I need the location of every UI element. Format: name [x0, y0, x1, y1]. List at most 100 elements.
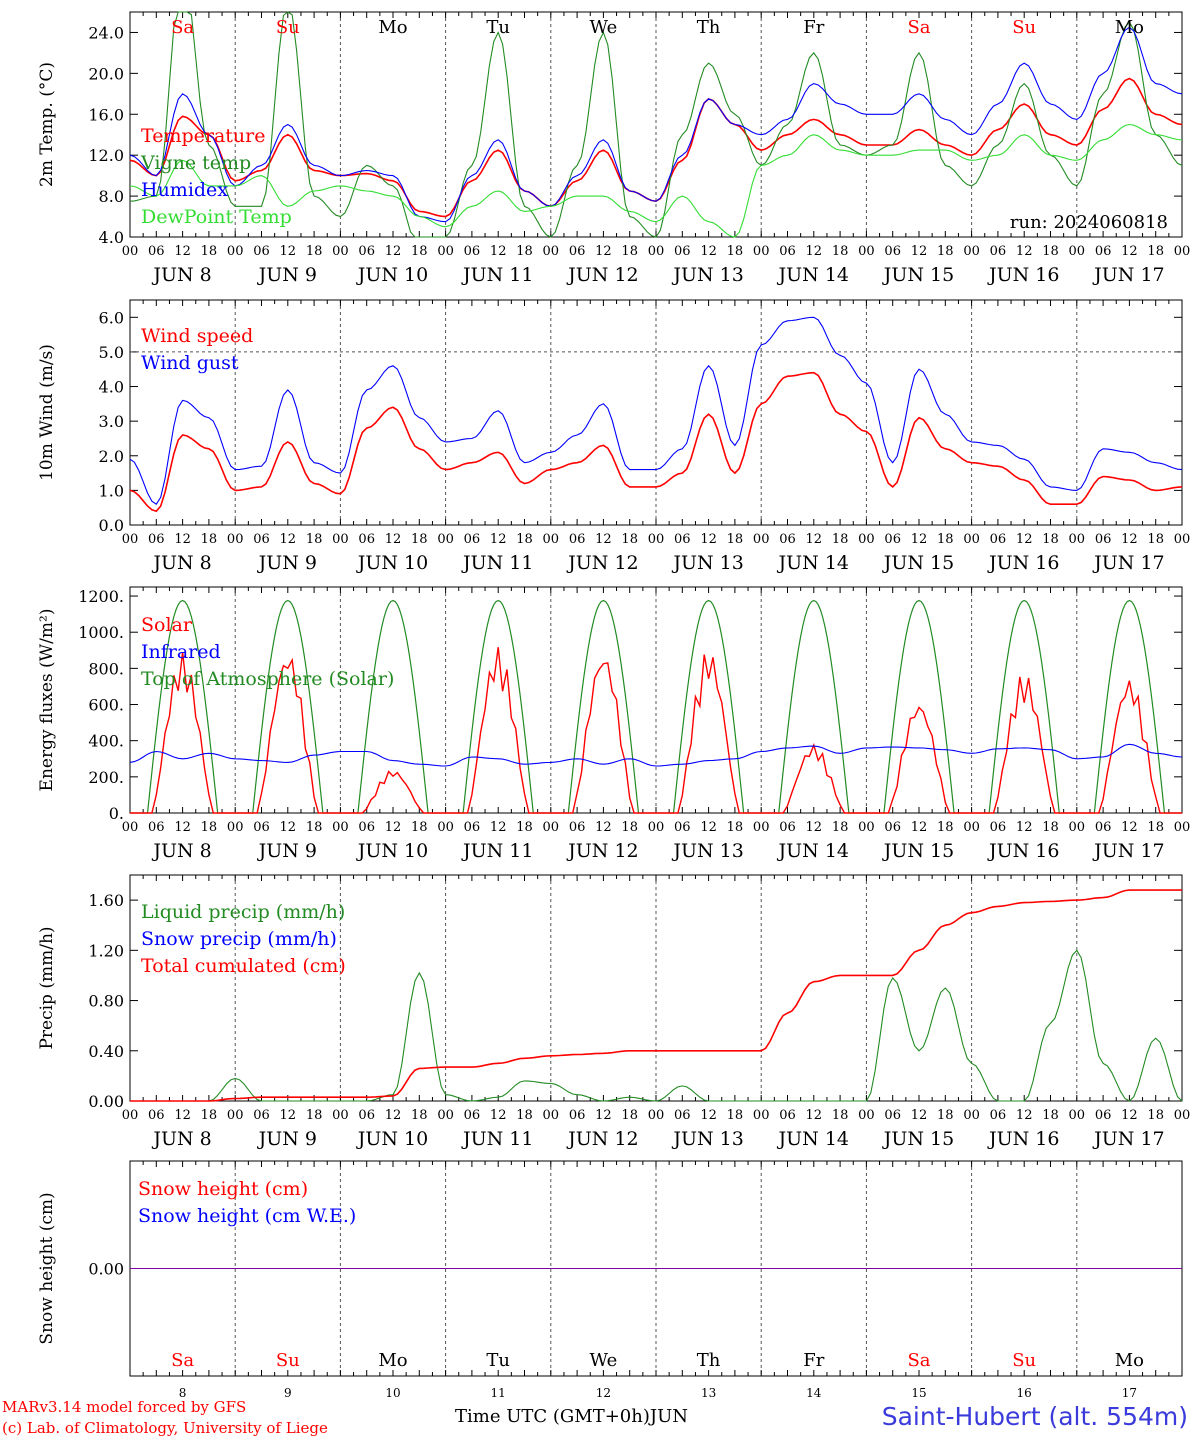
- hour-tick-label: 18: [516, 1108, 533, 1123]
- hour-tick-label: 00: [437, 1108, 454, 1123]
- date-label: JUN 11: [461, 840, 533, 862]
- hour-tick-label: 12: [174, 1108, 191, 1123]
- date-label: JUN 10: [356, 1128, 428, 1150]
- date-label: JUN 13: [671, 264, 743, 286]
- run-annotation: run: 2024060818: [1010, 212, 1168, 233]
- y-tick-label: 16.0: [88, 105, 124, 124]
- solar-line: [1076, 680, 1182, 814]
- hour-tick-label: 00: [753, 244, 770, 259]
- hour-tick-label: 06: [990, 244, 1007, 259]
- solar-line: [340, 770, 446, 814]
- hour-tick-label: 00: [1174, 244, 1191, 259]
- date-label: JUN 13: [671, 840, 743, 862]
- y-axis-label: 2m Temp. (°C): [37, 62, 57, 187]
- series-line: [129, 26, 1183, 223]
- y-tick-label: 600.: [88, 696, 124, 715]
- toa-solar-line: [761, 599, 867, 814]
- y-tick-label: 12.0: [88, 146, 124, 165]
- hour-tick-label: 00: [122, 532, 139, 547]
- hour-tick-label: 12: [1121, 244, 1138, 259]
- panel-5: [129, 1160, 1183, 1377]
- weekday-label: Th: [697, 17, 721, 38]
- hour-tick-label: 18: [411, 244, 428, 259]
- weekday-label: Sa: [171, 17, 194, 38]
- hour-tick-label: 18: [937, 820, 954, 835]
- legend-entry: Humidex: [141, 179, 228, 201]
- hour-tick-label: 00: [1174, 820, 1191, 835]
- lab-credit: (c) Lab. of Climatology, University of L…: [2, 1419, 328, 1437]
- date-label: JUN 8: [151, 264, 211, 286]
- hour-tick-label: 18: [937, 244, 954, 259]
- time-axis-title: Time UTC (GMT+0h): [455, 1406, 650, 1427]
- hour-tick-label: 00: [858, 820, 875, 835]
- solar-line: [866, 706, 972, 814]
- hour-tick-label: 18: [1147, 244, 1164, 259]
- hour-tick-label: 00: [963, 532, 980, 547]
- hour-tick-label: 12: [1121, 532, 1138, 547]
- y-tick-label: 1.20: [88, 941, 124, 960]
- y-tick-label: 2.0: [99, 447, 124, 466]
- hour-tick-label: 18: [832, 1108, 849, 1123]
- series-line: [129, 743, 1183, 767]
- hour-tick-label: 12: [806, 244, 823, 259]
- hour-tick-label: 18: [201, 244, 218, 259]
- y-tick-label: 4.0: [99, 228, 124, 247]
- legend-entry: Top of Atmosphere (Solar): [141, 668, 394, 690]
- y-tick-label: 24.0: [88, 23, 124, 42]
- panel-4: [129, 874, 1183, 1102]
- date-label: JUN 10: [356, 264, 428, 286]
- hour-tick-label: 06: [464, 820, 481, 835]
- hour-tick-label: 00: [648, 1108, 665, 1123]
- hour-tick-label: 12: [385, 532, 402, 547]
- hour-tick-label: 06: [358, 244, 375, 259]
- day-number-label: 12: [596, 1386, 611, 1400]
- legend-entry: DewPoint Temp: [141, 206, 292, 228]
- hour-tick-label: 12: [174, 532, 191, 547]
- weekday-label: Su: [1012, 1350, 1036, 1371]
- weekday-label: Tu: [486, 1350, 510, 1371]
- y-tick-label: 800.: [88, 659, 124, 678]
- hour-tick-label: 00: [963, 1108, 980, 1123]
- toa-solar-line: [235, 599, 341, 814]
- series-line: [129, 11, 1183, 238]
- hour-tick-label: 12: [490, 820, 507, 835]
- y-tick-label: 4.0: [99, 378, 124, 397]
- weekday-label: We: [590, 1350, 618, 1371]
- legend-entry: Solar: [141, 614, 193, 636]
- legend-entry: Wind gust: [141, 352, 239, 374]
- weekday-label: Su: [276, 17, 300, 38]
- hour-tick-label: 06: [674, 1108, 691, 1123]
- hour-tick-label: 12: [595, 244, 612, 259]
- hour-tick-label: 18: [832, 244, 849, 259]
- hour-tick-label: 06: [464, 532, 481, 547]
- hour-tick-label: 18: [306, 244, 323, 259]
- hour-tick-label: 00: [1174, 1108, 1191, 1123]
- date-label: JUN 16: [987, 1128, 1059, 1150]
- date-label: JUN 9: [257, 1128, 317, 1150]
- hour-tick-label: 12: [385, 244, 402, 259]
- hour-tick-label: 18: [937, 532, 954, 547]
- date-label: JUN 16: [987, 552, 1059, 574]
- hour-tick-label: 12: [700, 244, 717, 259]
- legend-entry: Temperature: [141, 125, 265, 147]
- plot-frame: [129, 299, 1183, 526]
- date-label: JUN 15: [882, 840, 954, 862]
- weekday-label: Mo: [378, 17, 407, 38]
- hour-tick-label: 06: [779, 244, 796, 259]
- hour-tick-label: 00: [227, 1108, 244, 1123]
- month-label: JUN: [649, 1406, 689, 1427]
- hour-tick-label: 18: [1147, 1108, 1164, 1123]
- legend-entry: Snow height (cm W.E.): [138, 1205, 356, 1227]
- weekday-label: Mo: [1115, 17, 1144, 38]
- hour-tick-label: 00: [858, 244, 875, 259]
- weekday-label: Sa: [907, 17, 930, 38]
- series-line: [129, 371, 1183, 513]
- y-tick-label: 0.00: [88, 1260, 124, 1279]
- y-axis-label: Precip (mm/h): [37, 926, 57, 1049]
- hour-tick-label: 06: [148, 820, 165, 835]
- date-label: JUN 17: [1092, 840, 1164, 862]
- hour-tick-label: 12: [595, 820, 612, 835]
- hour-tick-label: 06: [464, 244, 481, 259]
- day-number-label: 17: [1122, 1386, 1137, 1400]
- weekday-label: Mo: [378, 1350, 407, 1371]
